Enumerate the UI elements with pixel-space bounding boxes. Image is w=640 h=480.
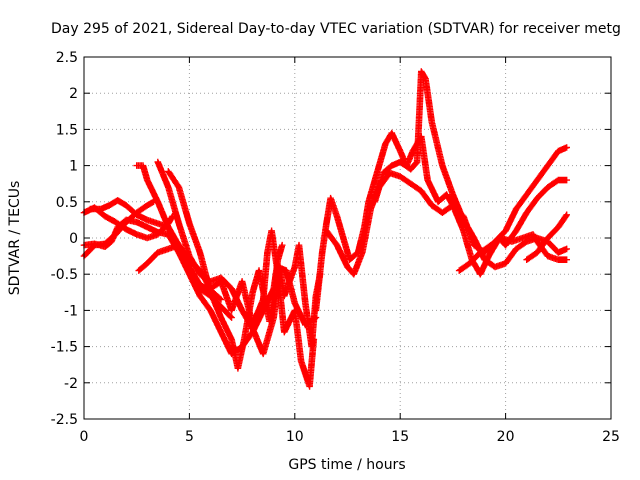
series-markers [371, 68, 570, 271]
series-markers [133, 162, 286, 358]
series-track-13 [523, 211, 570, 263]
x-tick-label: 0 [80, 429, 89, 445]
series-markers [523, 211, 570, 263]
series-track-3 [80, 216, 235, 321]
y-tick-label: 2.5 [56, 50, 78, 66]
y-tick-label: -2 [64, 376, 78, 392]
chart-title: Day 295 of 2021, Sidereal Day-to-day VTE… [51, 21, 621, 37]
y-tick-label: -1 [64, 303, 78, 319]
y-tick-label: 0.5 [56, 195, 78, 211]
series-markers [165, 168, 320, 372]
y-tick-label: -1.5 [51, 340, 78, 356]
series-track-4 [87, 197, 225, 303]
y-tick-label: 2 [69, 86, 78, 102]
x-tick-label: 10 [286, 429, 304, 445]
x-tick-label: 20 [497, 429, 515, 445]
y-tick-label: 0 [69, 231, 78, 247]
series-markers [87, 197, 225, 303]
x-axis-label: GPS time / hours [288, 457, 405, 473]
x-tick-label: 15 [391, 429, 409, 445]
axis-ticks: 0 5 10 15 20 25 -2.5 -2 -1.5 -1 -0.5 0 0.5 1 1.5 2 2.5 [51, 50, 620, 445]
y-tick-label: 1 [69, 159, 78, 175]
y-tick-label: -0.5 [51, 267, 78, 283]
x-tick-label: 25 [602, 429, 620, 445]
y-axis-label: SDTVAR / TECUs [7, 181, 23, 296]
data-points [80, 68, 570, 390]
series-track-11 [371, 68, 570, 271]
series-track-5 [133, 162, 286, 358]
y-tick-label: 1.5 [56, 122, 78, 138]
y-tick-label: -2.5 [51, 412, 78, 428]
series-markers [80, 216, 235, 321]
series-track-8 [165, 168, 320, 372]
x-tick-label: 5 [185, 429, 194, 445]
